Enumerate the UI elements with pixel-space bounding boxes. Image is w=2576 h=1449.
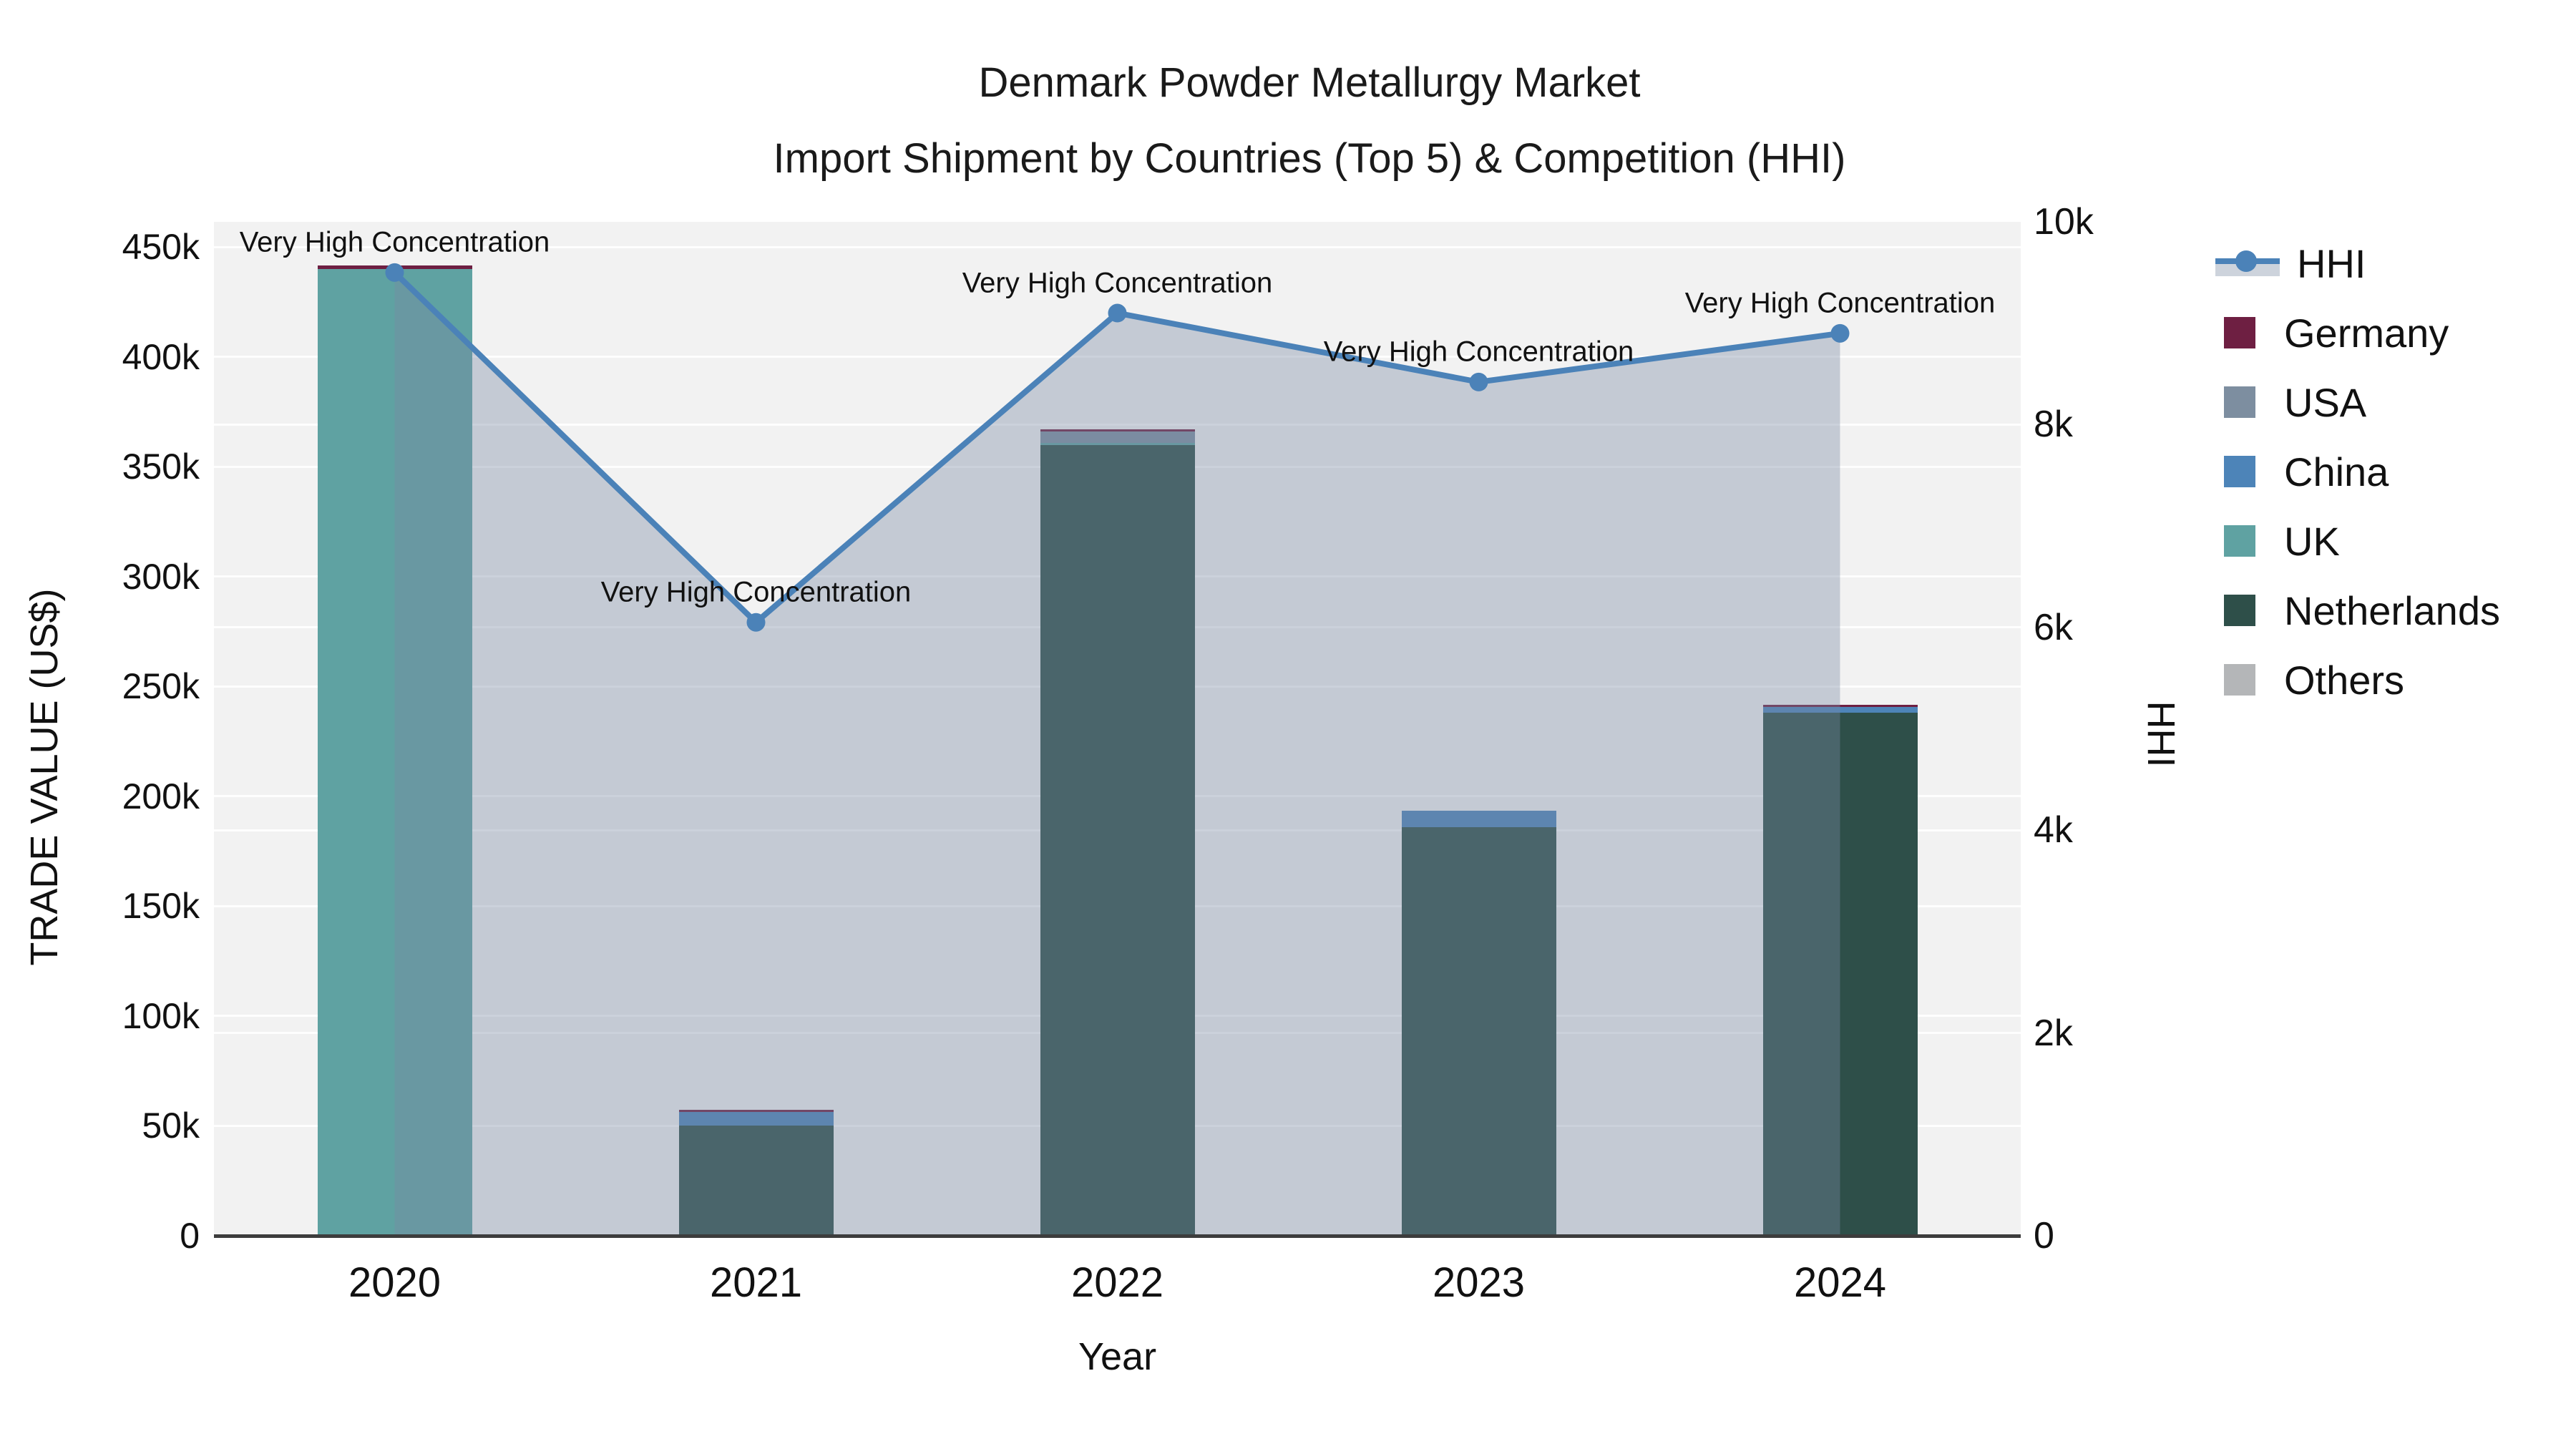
bar-2020-uk xyxy=(317,269,472,1236)
y-left-tick-200k: 200k xyxy=(122,776,200,816)
legend-swatch-germany xyxy=(2224,317,2255,348)
legend-swatch-usa xyxy=(2224,386,2255,418)
bar-2021-china xyxy=(678,1111,834,1126)
y-right-tick-0: 0 xyxy=(2034,1215,2054,1257)
bar-2024-germany xyxy=(1762,704,1918,707)
legend-hhi-line-sample xyxy=(2215,248,2280,279)
bar-2021-germany xyxy=(678,1110,834,1112)
annotation-2022: Very High Concentration xyxy=(962,267,1273,299)
y-right-tick-10k: 10k xyxy=(2034,201,2094,243)
hhi-area-fill xyxy=(394,272,1840,1236)
legend-swatch-others xyxy=(2224,664,2255,696)
legend-item-china[interactable]: China xyxy=(2215,443,2389,500)
chart-title-line2: Import Shipment by Countries (Top 5) & C… xyxy=(773,135,1846,182)
legend-item-hhi[interactable]: HHI xyxy=(2215,235,2366,292)
y-axis-title-left: TRADE VALUE (US$) xyxy=(23,588,66,966)
legend-label-others: Others xyxy=(2284,657,2405,703)
y-right-tick-6k: 6k xyxy=(2034,606,2073,648)
legend-swatch-china xyxy=(2224,456,2255,487)
legend-swatch-netherlands xyxy=(2224,595,2255,626)
hhi-point-2024 xyxy=(1830,323,1850,343)
legend-item-germany[interactable]: Germany xyxy=(2215,304,2449,361)
y-left-tick-450k: 450k xyxy=(122,227,200,268)
bar-2024-netherlands xyxy=(1762,713,1918,1236)
y-left-tick-350k: 350k xyxy=(122,447,200,487)
bar-2024-china xyxy=(1762,706,1918,713)
hhi-point-2021 xyxy=(746,613,766,632)
x-axis-title: Year xyxy=(1078,1335,1157,1378)
bar-2023-china xyxy=(1401,810,1556,827)
gridline-left xyxy=(214,245,2021,248)
bar-2022-netherlands xyxy=(1040,444,1195,1236)
x-tick-2023: 2023 xyxy=(1432,1259,1526,1306)
x-tick-2020: 2020 xyxy=(348,1259,441,1306)
annotation-2023: Very High Concentration xyxy=(1323,336,1634,368)
y-left-tick-0: 0 xyxy=(180,1216,200,1256)
bar-2022-usa xyxy=(1040,431,1195,443)
annotation-2021: Very High Concentration xyxy=(600,576,912,608)
legend-item-uk[interactable]: UK xyxy=(2215,512,2340,570)
bar-2021-netherlands xyxy=(678,1126,834,1236)
annotation-2020: Very High Concentration xyxy=(239,226,550,258)
legend-label-hhi: HHI xyxy=(2297,240,2366,286)
y-right-tick-2k: 2k xyxy=(2034,1012,2073,1054)
hhi-point-2023 xyxy=(1469,372,1488,391)
legend-item-usa[interactable]: USA xyxy=(2215,374,2366,431)
y-left-tick-300k: 300k xyxy=(122,556,200,597)
gridline-left xyxy=(214,356,2021,358)
y-left-tick-50k: 50k xyxy=(142,1106,200,1146)
bar-2022-uk xyxy=(1040,442,1195,445)
bar-2023-netherlands xyxy=(1401,826,1556,1236)
y-axis-title-right: HHI xyxy=(2140,701,2182,768)
legend-label-uk: UK xyxy=(2284,518,2340,564)
y-left-tick-150k: 150k xyxy=(122,886,200,927)
hhi-point-2020 xyxy=(385,263,404,282)
legend-label-netherlands: Netherlands xyxy=(2284,587,2500,633)
hhi-line-chart xyxy=(385,263,1850,1236)
y-left-tick-400k: 400k xyxy=(122,336,200,377)
x-tick-2024: 2024 xyxy=(1793,1259,1887,1306)
y-left-tick-250k: 250k xyxy=(122,666,200,707)
legend-item-netherlands[interactable]: Netherlands xyxy=(2215,582,2500,639)
y-left-tick-100k: 100k xyxy=(122,995,200,1036)
legend-hhi-dot xyxy=(2235,250,2257,272)
x-tick-2021: 2021 xyxy=(709,1259,803,1306)
x-tick-2022: 2022 xyxy=(1070,1259,1164,1306)
legend-label-china: China xyxy=(2284,449,2389,494)
y-right-tick-4k: 4k xyxy=(2034,809,2073,852)
hhi-point-2022 xyxy=(1108,303,1127,323)
annotation-2024: Very High Concentration xyxy=(1684,287,1996,319)
bar-2022-germany xyxy=(1040,429,1195,432)
legend-swatch-uk xyxy=(2224,525,2255,557)
legend-label-usa: USA xyxy=(2284,379,2367,425)
legend-item-others[interactable]: Others xyxy=(2215,651,2404,708)
gridline-right xyxy=(214,423,2021,426)
y-right-tick-8k: 8k xyxy=(2034,404,2073,446)
chart-title-line1: Denmark Powder Metallurgy Market xyxy=(978,59,1641,106)
legend-label-germany: Germany xyxy=(2284,310,2449,356)
x-axis-line xyxy=(214,1234,2021,1238)
